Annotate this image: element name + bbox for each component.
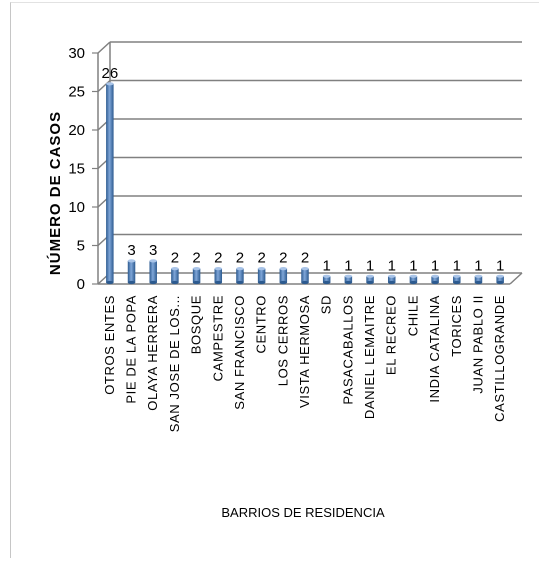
x-tick-label: OTROS ENTES (102, 295, 117, 395)
y-tick-label: 30 (68, 45, 85, 62)
x-tick-label: TORICES (449, 295, 464, 357)
x-tick-label: DANIEL LEMAITRE (362, 295, 377, 419)
bar (214, 267, 223, 285)
data-label: 2 (257, 250, 265, 267)
y-axis-label: NÚMERO DE CASOS (46, 111, 64, 275)
gridline-side (97, 41, 111, 54)
bar (192, 267, 201, 285)
x-tick-label: VISTA HERMOSA (297, 295, 312, 408)
data-label: 1 (453, 257, 461, 274)
bar (474, 274, 483, 285)
y-tick-label: 25 (68, 84, 85, 101)
bar (127, 259, 136, 285)
data-label: 1 (388, 257, 396, 274)
bar (106, 82, 114, 285)
bar (257, 267, 266, 285)
x-tick-label: LOS CERROS (275, 295, 290, 386)
chart-frame (10, 2, 539, 558)
x-tick-labels: OTROS ENTES PIE DE LA POPA OLAYA HERRERA SA… (102, 295, 507, 432)
x-tick-label: SD (319, 295, 334, 314)
bar (387, 274, 396, 285)
x-tick-label: SAN JOSE DE LOS... (167, 295, 182, 432)
bar (366, 274, 374, 285)
bar (279, 267, 288, 285)
data-labels: 263 3 2 2 2 2 2 2 2 1 1 1 1 1 1 1 1 1 (101, 65, 504, 274)
data-label: 26 (101, 65, 118, 82)
x-tick-label: CASTILLOGRANDE (492, 295, 507, 422)
x-tick-label: INDIA CATALINA (427, 295, 442, 403)
bar (409, 274, 418, 285)
data-label: 2 (171, 250, 179, 267)
bar (301, 267, 309, 285)
data-label: 2 (192, 250, 200, 267)
x-axis-label: BARRIOS DE RESIDENCIA (221, 505, 385, 520)
grid-lines (97, 41, 522, 285)
floor-edge (509, 272, 523, 285)
y-tick-label: 15 (68, 161, 85, 178)
data-label: 2 (279, 250, 287, 267)
data-label: 2 (301, 250, 309, 267)
bar (431, 274, 439, 285)
data-label: 1 (323, 257, 331, 274)
y-tick-label: 20 (68, 122, 85, 139)
data-label: 2 (214, 250, 222, 267)
x-tick-label: JUAN PABLO II (470, 295, 485, 394)
x-tick-label: PASACABALLOS (340, 295, 355, 405)
bar (344, 274, 353, 285)
bar (496, 274, 504, 285)
y-tick-label: 10 (68, 199, 85, 216)
x-tick-label: CHILE (405, 295, 420, 336)
bar (236, 267, 244, 285)
data-label: 1 (409, 257, 417, 274)
x-tick-label: BOSQUE (189, 295, 204, 354)
x-tick-label: SAN FRANCISCO (232, 295, 247, 410)
y-tick-labels: 0 5 10 15 20 25 30 (68, 45, 85, 293)
bar (149, 259, 157, 285)
x-tick-label: CENTRO (254, 295, 269, 354)
x-tick-label: CAMPESTRE (210, 295, 225, 381)
data-label: 1 (366, 257, 374, 274)
data-label: 3 (149, 242, 157, 259)
data-label: 1 (431, 257, 439, 274)
x-tick-label: EL RECREO (384, 295, 399, 375)
bars (106, 82, 504, 285)
bar (171, 267, 179, 285)
data-label: 1 (474, 257, 482, 274)
x-tick-label: OLAYA HERRERA (145, 295, 160, 411)
y-tick-label: 5 (77, 238, 85, 255)
y-tick-label: 0 (77, 276, 85, 293)
data-label: 2 (236, 250, 244, 267)
data-label: 1 (496, 257, 504, 274)
data-label: 1 (344, 257, 352, 274)
bar (453, 274, 461, 285)
data-label: 3 (127, 242, 135, 259)
gridline-side (97, 79, 111, 93)
x-tick-label: PIE DE LA POPA (124, 295, 139, 404)
bar (322, 274, 331, 285)
